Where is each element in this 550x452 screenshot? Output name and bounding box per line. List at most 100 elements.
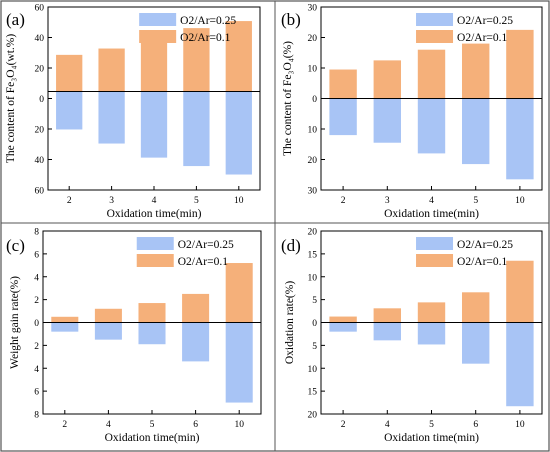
bar-o2ar-0-25-5 [183, 91, 210, 167]
x-tick-label: 2 [67, 196, 72, 206]
bar-o2ar-0-1-5 [183, 28, 210, 92]
legend-swatch [136, 237, 174, 250]
x-tick-label: 4 [152, 196, 157, 206]
x-axis-title: Oxidation time(min) [384, 432, 479, 444]
bar-o2ar-0-1-4 [94, 308, 122, 323]
x-tick-label: 4 [385, 420, 390, 430]
bar-o2ar-0-25-5 [138, 322, 166, 345]
panel-label: (d) [281, 236, 301, 255]
bar-o2ar-0-25-10 [506, 98, 534, 180]
bar-o2ar-0-25-2 [329, 98, 357, 136]
y-tick-label: 5 [312, 296, 317, 306]
bar-o2ar-0-1-4 [140, 42, 168, 92]
panel-a: 60 40 20 0 20 40 60 2 3 4 5 10 Oxidation time(min) Th… [5, 4, 261, 220]
x-tick-label: 2 [62, 420, 67, 430]
bar-o2ar-0-25-4 [140, 91, 168, 158]
bar-o2ar-0-1-5 [417, 302, 446, 323]
bar-o2ar-0-25-2 [51, 322, 79, 332]
bar-o2ar-0-1-5 [461, 43, 490, 99]
x-tick-label: 2 [341, 420, 346, 430]
y-tick-label: 60 [35, 187, 45, 197]
bar-o2ar-0-25-4 [373, 322, 402, 341]
y-tick-label: 20 [308, 411, 318, 421]
bar-o2ar-0-1-10 [225, 21, 252, 92]
y-tick-label: 20 [308, 34, 318, 44]
legend-label: O2/Ar=0.1 [457, 32, 507, 44]
bar-o2ar-0-1-2 [329, 316, 357, 323]
panel-label: (b) [281, 10, 301, 29]
x-axis-title: Oxidation time(min) [105, 432, 200, 444]
y-tick-label: 0 [312, 95, 317, 105]
legend-label: O2/Ar=0.1 [178, 256, 228, 268]
y-tick-label: 15 [308, 250, 318, 260]
y-tick-label: 5 [312, 342, 317, 352]
legend-label: O2/Ar=0.25 [457, 15, 513, 27]
y-tick-label: 20 [308, 156, 318, 166]
bar-o2ar-0-1-10 [506, 29, 534, 99]
y-tick-label: 20 [308, 228, 318, 238]
bar-o2ar-0-1-4 [373, 308, 402, 323]
x-tick-label: 6 [473, 420, 478, 430]
legend-swatch [416, 30, 454, 43]
x-tick-label: 10 [515, 196, 525, 206]
bar-o2ar-0-25-3 [373, 98, 402, 143]
y-axis-title: Oxidation rate(%) [284, 281, 296, 365]
bar-o2ar-0-1-10 [225, 263, 253, 323]
x-tick-label: 4 [106, 420, 111, 430]
bar-o2ar-0-1-4 [417, 49, 446, 99]
x-tick-label: 3 [385, 196, 390, 206]
y-tick-label: 15 [308, 388, 318, 398]
panel-d: 20 15 10 5 0 5 10 15 20 2 4 5 6 10 Oxidation time(min)… [281, 228, 543, 444]
x-tick-label: 5 [473, 196, 478, 206]
x-axis-title: Oxidation time(min) [384, 208, 479, 220]
legend-label: O2/Ar=0.1 [180, 32, 230, 44]
bar-o2ar-0-1-5 [138, 303, 166, 323]
legend-swatch [139, 13, 177, 26]
bar-o2ar-0-1-3 [373, 60, 402, 99]
y-tick-label: 20 [35, 126, 45, 136]
bar-o2ar-0-25-10 [225, 91, 252, 175]
y-tick-label: 8 [34, 411, 39, 421]
y-tick-label: 10 [308, 273, 318, 283]
y-axis-title: Weight gain rate(%) [9, 276, 21, 369]
legend-label: O2/Ar=0.25 [180, 15, 236, 27]
bar-o2ar-0-25-5 [461, 98, 490, 165]
y-tick-label: 4 [34, 273, 39, 283]
panel-c: 8 6 4 2 0 2 4 6 8 2 4 5 6 10 Oxidation time(min) Weight… [6, 228, 262, 444]
x-axis-title: Oxidation time(min) [107, 208, 202, 220]
panel-label: (a) [6, 10, 25, 29]
legend-swatch [139, 30, 177, 43]
bar-o2ar-0-1-10 [506, 260, 534, 323]
y-tick-label: 20 [35, 65, 45, 75]
y-tick-label: 10 [308, 126, 318, 136]
y-tick-label: 60 [35, 4, 45, 14]
bar-o2ar-0-1-2 [56, 54, 83, 92]
bar-o2ar-0-25-6 [182, 322, 210, 362]
y-tick-label: 6 [34, 388, 39, 398]
y-tick-label: 8 [34, 228, 39, 238]
y-tick-label: 40 [35, 156, 45, 166]
y-tick-label: 0 [39, 95, 44, 105]
bar-o2ar-0-1-2 [329, 69, 357, 99]
y-tick-label: 2 [34, 296, 39, 306]
legend-swatch [136, 254, 174, 267]
x-tick-label: 2 [341, 196, 346, 206]
y-tick-label: 0 [312, 319, 317, 329]
y-tick-label: 4 [34, 365, 39, 375]
bar-o2ar-0-25-10 [225, 322, 253, 403]
panel-b: 30 20 10 0 10 20 30 2 3 4 5 10 Oxidation time(min) Th… [281, 4, 543, 220]
bar-o2ar-0-25-2 [329, 322, 357, 332]
y-tick-label: 6 [34, 250, 39, 260]
x-tick-label: 5 [429, 420, 434, 430]
panel-label: (c) [6, 236, 25, 255]
y-tick-label: 30 [308, 4, 318, 14]
bar-o2ar-0-1-6 [461, 292, 490, 323]
bar-o2ar-0-25-4 [94, 322, 122, 340]
x-tick-label: 5 [150, 420, 155, 430]
x-tick-label: 6 [193, 420, 198, 430]
legend-swatch [416, 13, 454, 26]
legend-label: O2/Ar=0.25 [457, 239, 513, 251]
x-tick-label: 10 [234, 420, 244, 430]
y-axis-title: The content of Fe₃O₄(wt.%) [5, 34, 17, 164]
